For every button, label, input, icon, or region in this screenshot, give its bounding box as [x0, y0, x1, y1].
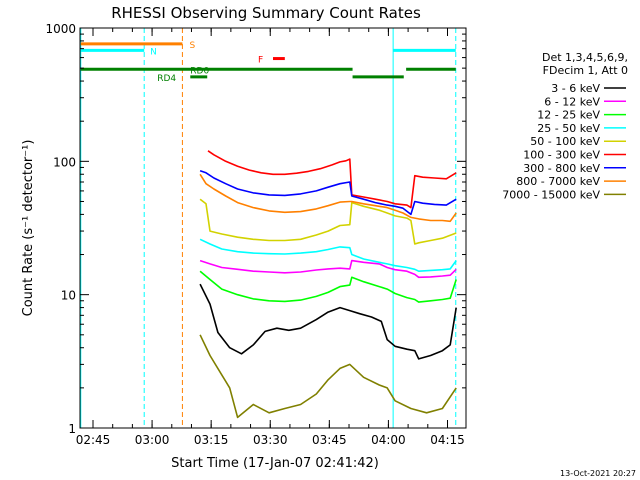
series-line-5 [207, 150, 457, 209]
x-axis-label: Start Time (17-Jan-07 02:41:42) [171, 456, 379, 471]
series-line-7 [199, 173, 457, 223]
series-line-3 [199, 238, 457, 273]
series-line-4 [199, 198, 457, 245]
y-tick-label-1: 10 [61, 289, 76, 303]
status-bar-label-5: RD4 [157, 74, 176, 84]
legend-label-2: 12 - 25 keV [537, 109, 600, 122]
series-line-8 [199, 334, 457, 419]
legend-label-7: 800 - 7000 keV [516, 175, 600, 188]
legend-label-3: 25 - 50 keV [537, 122, 600, 135]
series-line-2 [199, 270, 457, 303]
series-lines [199, 150, 457, 419]
y-axis-ticks: 1 10 100 1000 [45, 22, 466, 436]
legend-label-5: 100 - 300 keV [523, 149, 600, 162]
x-tick-label-6: 04:15 [430, 433, 465, 447]
y-tick-label-0: 1 [68, 422, 76, 436]
y-tick-label-3: 1000 [45, 22, 76, 36]
legend-label-4: 50 - 100 keV [530, 135, 600, 148]
legend-header-0: Det 1,3,4,5,6,9, [542, 51, 628, 64]
status-bar-label-3: F [258, 56, 263, 66]
series-line-0 [199, 283, 457, 360]
series-line-6 [199, 169, 457, 216]
legend-label-6: 300 - 800 keV [523, 162, 600, 175]
legend-label-0: 3 - 6 keV [551, 82, 600, 95]
footer-date: 13-Oct-2021 20:27 [560, 469, 636, 478]
x-axis-ticks: 02:45 03:00 03:15 03:30 03:45 04:00 04:15 [76, 28, 465, 447]
x-tick-label-5: 04:00 [371, 433, 406, 447]
y-tick-label-2: 100 [53, 155, 76, 169]
status-bar-label-1: N [150, 47, 157, 57]
legend: Det 1,3,4,5,6,9,FDecim 1, Att 0 3 - 6 keV… [502, 51, 628, 201]
legend-header-1: FDecim 1, Att 0 [543, 64, 628, 77]
status-bar-label-0: S [189, 41, 195, 51]
observing-status-overlays: S N F RD0 RD4 [80, 28, 457, 428]
status-bar-label-4: RD0 [190, 66, 209, 76]
plot-frame [79, 27, 467, 429]
series-line-1 [199, 259, 457, 279]
legend-label-1: 6 - 12 keV [544, 95, 600, 108]
legend-label-8: 7000 - 15000 keV [502, 188, 600, 201]
x-tick-label-0: 02:45 [76, 433, 111, 447]
chart-title: RHESSI Observing Summary Count Rates [111, 4, 421, 22]
x-tick-label-3: 03:30 [253, 433, 288, 447]
x-tick-label-2: 03:15 [194, 433, 229, 447]
y-axis-label: Count Rate (s⁻¹ detector⁻¹) [21, 140, 36, 317]
x-tick-label-1: 03:00 [135, 433, 170, 447]
x-tick-label-4: 03:45 [312, 433, 347, 447]
